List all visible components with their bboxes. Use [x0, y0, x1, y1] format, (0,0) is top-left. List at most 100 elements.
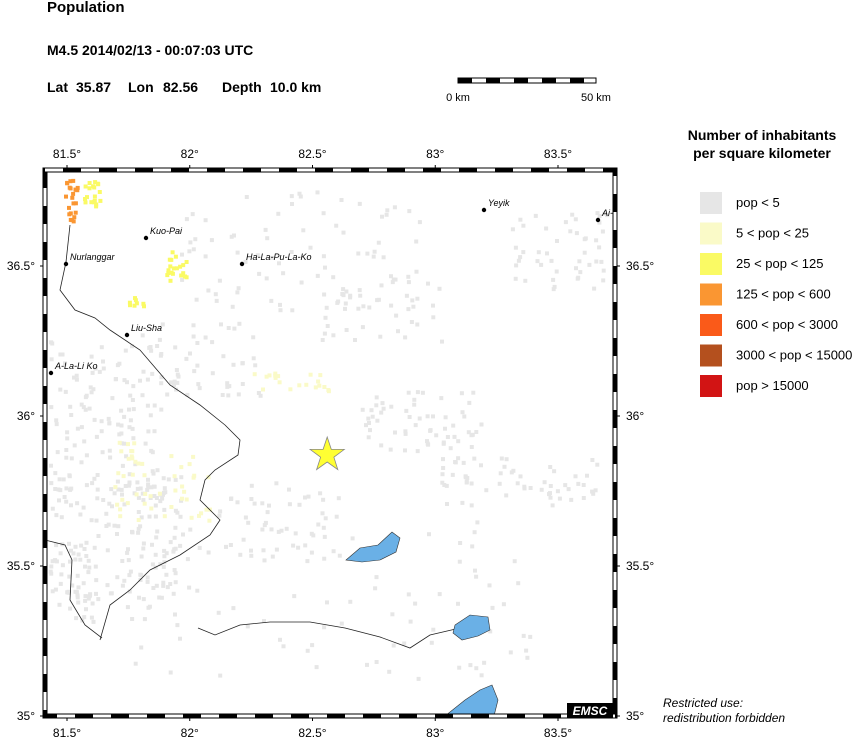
population-cell: [68, 606, 73, 611]
population-cell: [140, 393, 145, 398]
population-cell: [267, 373, 272, 378]
lon-value: 82.56: [163, 79, 198, 95]
population-cell: [427, 532, 431, 537]
population-cell: [84, 540, 89, 545]
population-cell: [92, 194, 97, 199]
population-cell: [274, 547, 279, 552]
population-cell: [499, 456, 504, 461]
population-cell: [322, 292, 327, 297]
population-cell: [392, 205, 397, 210]
population-cell: [106, 416, 111, 421]
population-cell: [555, 489, 560, 494]
population-cell: [96, 597, 101, 602]
lake: [452, 614, 491, 641]
place-label: Ha-La-Pu-La-Ko: [246, 252, 312, 262]
population-cell: [131, 436, 136, 441]
population-cell: [159, 407, 164, 412]
population-cell: [148, 494, 153, 499]
borders: [44, 224, 461, 649]
population-cell: [84, 607, 88, 612]
population-cell: [297, 502, 302, 507]
population-cell: [49, 463, 53, 468]
population-cell: [204, 507, 209, 512]
population-cell: [409, 320, 414, 324]
population-cell: [365, 251, 370, 256]
population-cell: [389, 404, 394, 409]
population-cell: [161, 476, 166, 481]
population-cell: [360, 325, 365, 330]
population-cell: [69, 548, 73, 553]
population-cell: [96, 534, 101, 538]
population-cell: [136, 526, 141, 531]
population-cell: [216, 610, 221, 615]
population-cell: [123, 484, 128, 488]
population-cell: [107, 501, 112, 506]
population-cell: [287, 502, 292, 507]
place-label: Nurlanggar: [70, 252, 116, 262]
border-line: [59, 224, 241, 641]
population-cell: [63, 361, 67, 366]
population-cell: [549, 258, 554, 263]
population-cell: [594, 259, 599, 264]
population-cell: [297, 383, 302, 388]
population-cell: [331, 333, 336, 338]
population-cell: [257, 271, 262, 276]
population-cell: [68, 559, 72, 564]
population-cell: [134, 492, 139, 497]
population-cell: [555, 239, 559, 243]
place-label: Kuo-Pai: [150, 226, 183, 236]
population-cell: [122, 578, 127, 583]
population-cell: [92, 476, 97, 481]
population-cell: [470, 544, 475, 549]
population-cell: [140, 491, 145, 496]
population-cell: [379, 410, 384, 415]
population-cell: [502, 464, 507, 469]
population-cell: [138, 572, 143, 577]
population-cell: [390, 612, 395, 617]
population-cell: [206, 475, 211, 480]
population-cell: [308, 245, 313, 250]
population-cell: [152, 494, 157, 498]
population-cell: [117, 361, 122, 366]
population-cell: [88, 385, 93, 390]
population-cell: [403, 431, 408, 436]
population-cell: [498, 471, 503, 476]
population-cell: [130, 472, 135, 477]
population-cell: [150, 542, 154, 547]
population-cell: [112, 491, 117, 496]
population-cell: [402, 641, 407, 646]
population-cell: [172, 474, 177, 479]
legend-swatch: [700, 375, 722, 397]
population-cell: [431, 303, 435, 308]
population-cell: [203, 254, 208, 259]
population-cell: [73, 557, 78, 562]
population-cell: [73, 201, 78, 206]
population-cell: [91, 619, 96, 624]
population-cell: [134, 301, 139, 306]
population-cell: [501, 602, 506, 607]
population-cell: [130, 398, 135, 402]
population-cell: [69, 413, 74, 417]
population-cell: [130, 529, 134, 534]
population-cell: [474, 574, 479, 579]
population-cell: [548, 465, 553, 469]
population-cell: [197, 386, 202, 391]
population-cell: [157, 595, 162, 600]
population-cell: [95, 473, 100, 477]
population-cell: [136, 530, 141, 535]
population-cell: [484, 488, 489, 493]
population-cell: [331, 275, 336, 280]
lon-tick-label: 82.5°: [298, 147, 326, 161]
population-cell: [151, 471, 156, 476]
population-cell: [141, 498, 146, 503]
population-cell: [469, 481, 474, 486]
population-cell: [64, 486, 69, 491]
population-cell: [348, 599, 353, 604]
population-cell: [600, 229, 605, 234]
legend-label: 125 < pop < 600: [736, 287, 831, 302]
population-cell: [322, 331, 327, 336]
population-cell: [187, 462, 192, 467]
population-cell: [539, 487, 544, 492]
population-cell: [58, 551, 63, 556]
legend-label: 25 < pop < 125: [736, 256, 823, 271]
